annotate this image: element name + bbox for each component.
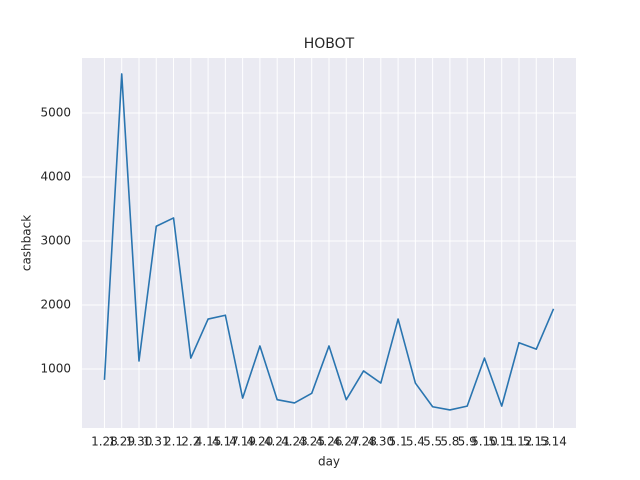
x-tick-label: 4.30 [367, 435, 394, 449]
y-tick-label: 1000 [40, 361, 71, 375]
x-tick-label: 4.20 [247, 435, 274, 449]
x-tick-label: 5.9 [458, 435, 477, 449]
x-tick-label: 4.23 [281, 435, 308, 449]
x-tick-label: 4.17 [212, 435, 239, 449]
x-tick-label: 1.28 [91, 435, 118, 449]
y-tick-label: 2000 [40, 297, 71, 311]
x-tick-label: 4.26 [316, 435, 343, 449]
x-axis-label: day [318, 455, 340, 469]
x-tick-label: 4.25 [298, 435, 325, 449]
x-tick-label: 4.15 [195, 435, 222, 449]
x-tick-label: 2.2 [181, 435, 200, 449]
x-tick-label: 2.1 [164, 435, 183, 449]
x-tick-label: 5.5 [423, 435, 442, 449]
x-tick-label: 4.28 [350, 435, 377, 449]
line-series [103, 73, 555, 411]
x-tick-label: 5.1 [389, 435, 408, 449]
y-tick-label: 5000 [40, 105, 71, 119]
x-tick-label: 4.27 [333, 435, 360, 449]
x-tick-label: 5.11 [488, 435, 515, 449]
x-tick-label: 1.31 [143, 435, 170, 449]
x-tick-label: 1.29 [108, 435, 135, 449]
x-tick-label: 5.14 [540, 435, 567, 449]
x-tick-label: 5.13 [523, 435, 550, 449]
x-tick-label: 5.10 [471, 435, 498, 449]
x-tick-label: 1.30 [126, 435, 153, 449]
y-tick-label: 3000 [40, 233, 71, 247]
x-tick-label: 5.4 [406, 435, 425, 449]
y-axis-label: cashback [20, 215, 34, 271]
x-tick-label: 4.19 [229, 435, 256, 449]
chart-title: HOBOT [304, 36, 355, 52]
x-tick-label: 4.21 [264, 435, 291, 449]
x-tick-label: 5.8 [440, 435, 459, 449]
y-tick-label: 4000 [40, 169, 71, 183]
x-tick-label: 5.12 [506, 435, 533, 449]
